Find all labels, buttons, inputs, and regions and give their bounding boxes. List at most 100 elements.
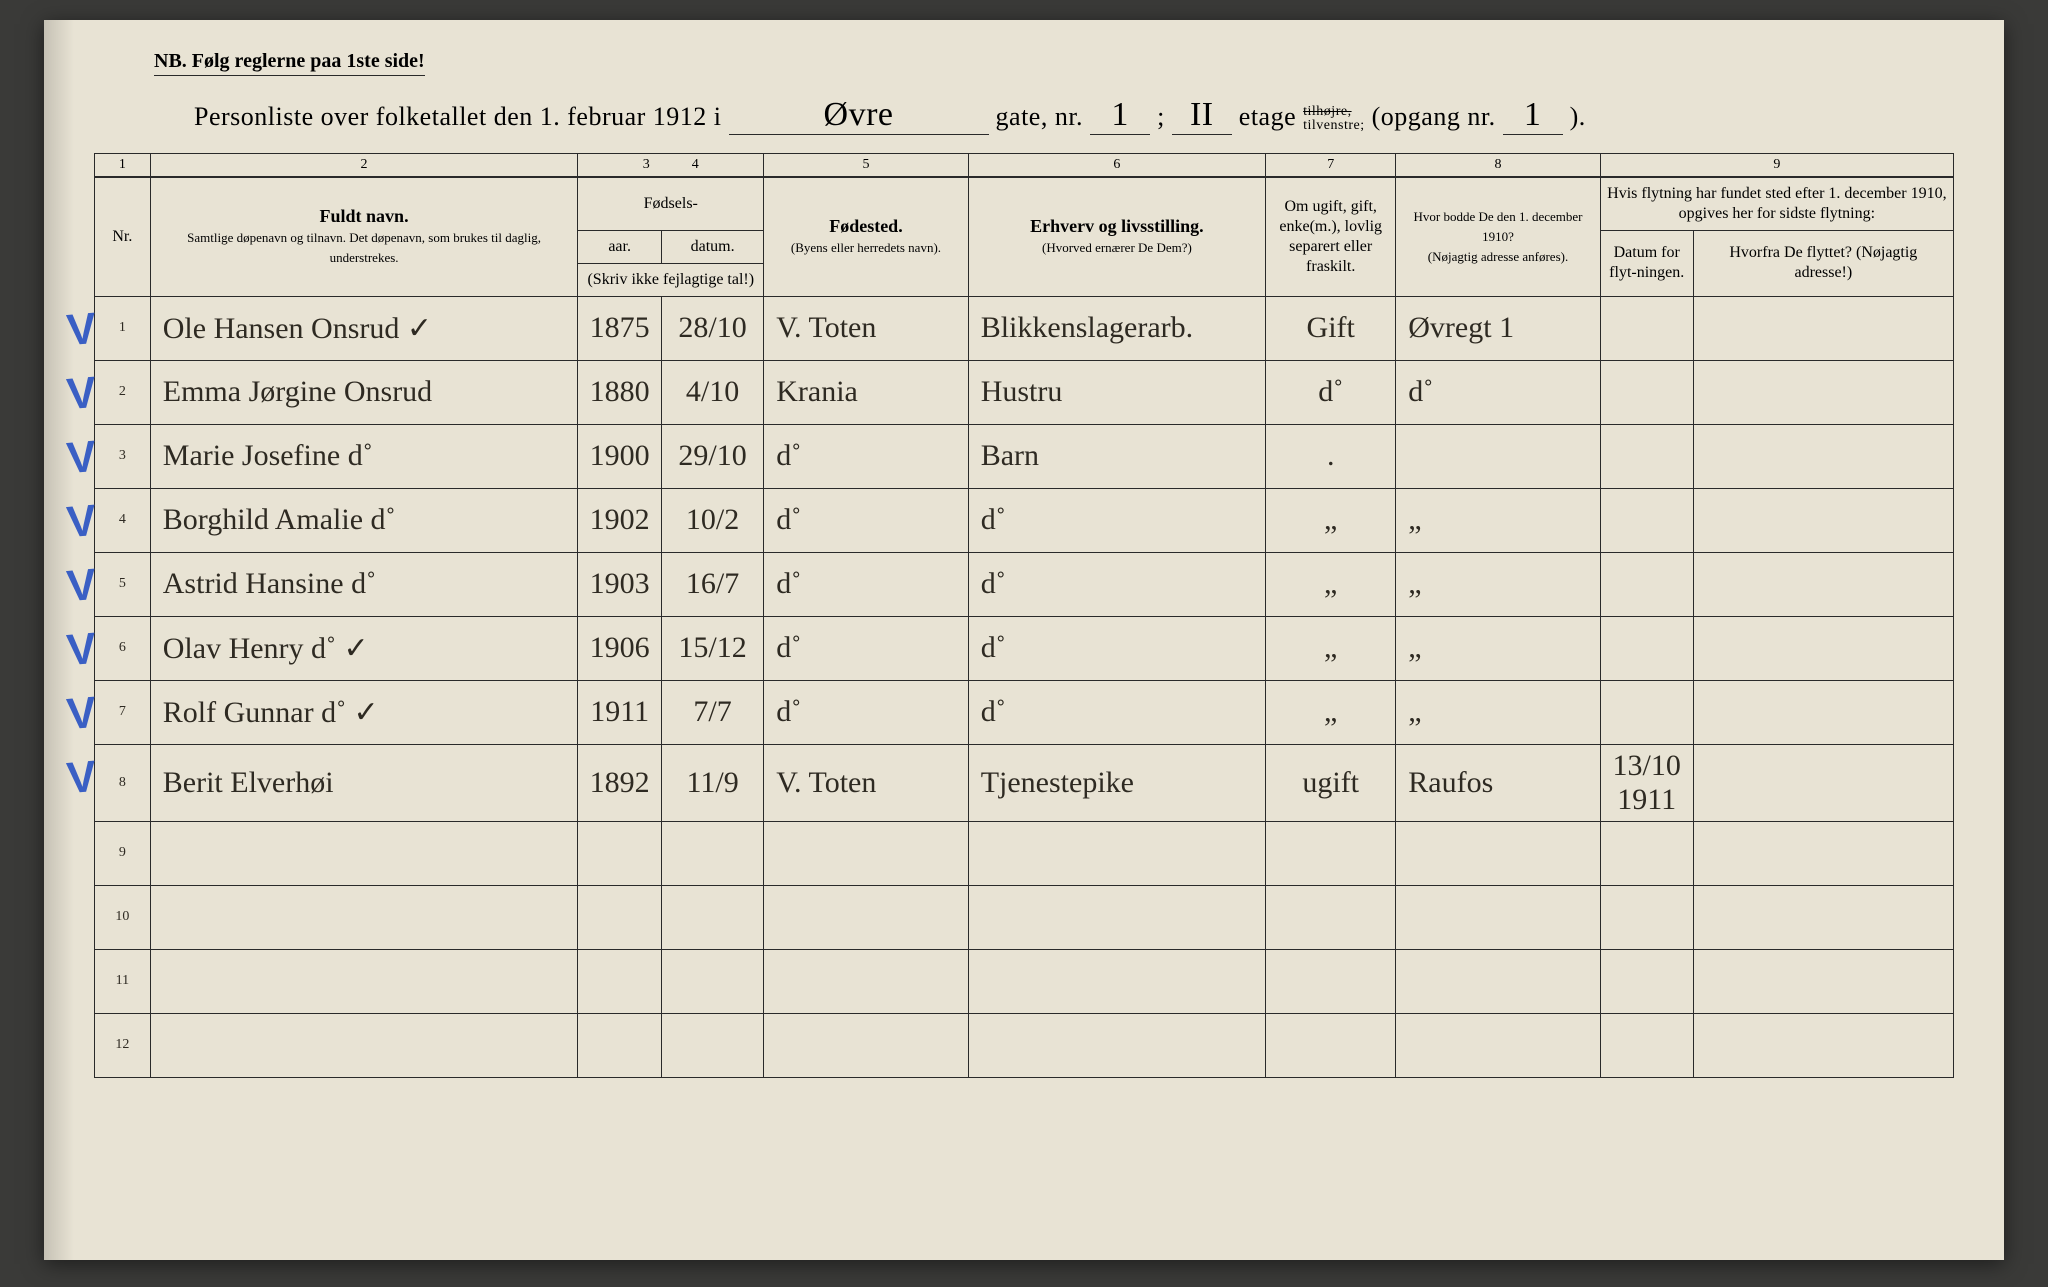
cell-year: 1906 (578, 616, 662, 680)
form-title: Personliste over folketallet den 1. febr… (194, 96, 1954, 135)
colnum-7: 7 (1266, 154, 1396, 177)
cell-place: d˚ (764, 488, 968, 552)
hdr-move-from: Hvorfra De flyttet? (Nøjagtig adresse!) (1693, 230, 1953, 296)
cell-date: 28/10 (661, 296, 763, 360)
cell-name (150, 885, 578, 949)
table-row: 9 (95, 821, 1954, 885)
cell-place (764, 821, 968, 885)
cell-date: 4/10 (661, 360, 763, 424)
check-icon: V (65, 495, 99, 547)
header-row-1: Nr. Fuldt navn. Samtlige døpenavn og til… (95, 177, 1954, 231)
cell-addr1910: Raufos (1396, 744, 1600, 821)
cell-year: 1880 (578, 360, 662, 424)
cell-addr1910: d˚ (1396, 360, 1600, 424)
cell-move-from (1693, 1013, 1953, 1077)
cell-year (578, 821, 662, 885)
cell-move-from (1693, 680, 1953, 744)
hdr-erhverv: Erhverv og livsstilling. (Hvorved ernære… (968, 177, 1265, 297)
cell-name: Olav Henry d˚ ✓ (150, 616, 578, 680)
cell-marital: . (1266, 424, 1396, 488)
etage-val: II (1172, 96, 1232, 135)
side-strike: tilhøjre, (1303, 104, 1351, 119)
hdr-fodested-sub: (Byens eller herredets navn). (791, 240, 941, 255)
gate-nr: 1 (1090, 96, 1150, 135)
cell-name: Marie Josefine d˚ (150, 424, 578, 488)
check-icon: V (65, 367, 99, 419)
cell-move-from (1693, 885, 1953, 949)
cell-place: d˚ (764, 616, 968, 680)
table-row: 2VEmma Jørgine Onsrud18804/10KraniaHustr… (95, 360, 1954, 424)
cell-move-from (1693, 488, 1953, 552)
table-row: 6VOlav Henry d˚ ✓190615/12d˚d˚„„ (95, 616, 1954, 680)
check-icon: V (65, 751, 99, 803)
side-keep: tilvenstre; (1303, 118, 1365, 133)
cell-name (150, 1013, 578, 1077)
cell-year: 1911 (578, 680, 662, 744)
check-icon: V (65, 431, 99, 483)
cell-move-date (1600, 821, 1693, 885)
cell-occupation: Tjenestepike (968, 744, 1265, 821)
opgang-close: ). (1570, 102, 1586, 131)
cell-marital (1266, 821, 1396, 885)
cell-addr1910: „ (1396, 680, 1600, 744)
cell-occupation: d˚ (968, 552, 1265, 616)
cell-occupation: Barn (968, 424, 1265, 488)
colnum-34: 3 4 (578, 154, 764, 177)
cell-year (578, 1013, 662, 1077)
cell-move-from (1693, 744, 1953, 821)
cell-move-from (1693, 424, 1953, 488)
row-number: 3V (95, 424, 151, 488)
colnum-9: 9 (1600, 154, 1953, 177)
cell-addr1910 (1396, 424, 1600, 488)
etage-label: etage (1239, 102, 1296, 131)
cell-place: Krania (764, 360, 968, 424)
cell-place: d˚ (764, 552, 968, 616)
cell-move-from (1693, 360, 1953, 424)
table-row: 8VBerit Elverhøi189211/9V. TotenTjeneste… (95, 744, 1954, 821)
cell-year: 1902 (578, 488, 662, 552)
cell-place (764, 885, 968, 949)
table-row: 4VBorghild Amalie d˚190210/2d˚d˚„„ (95, 488, 1954, 552)
cell-marital (1266, 1013, 1396, 1077)
hdr-fodested: Fødested. (Byens eller herredets navn). (764, 177, 968, 297)
cell-place: d˚ (764, 424, 968, 488)
hdr-aar: aar. (578, 230, 662, 263)
hdr-gift: Om ugift, gift, enke(m.), lovlig separer… (1266, 177, 1396, 297)
cell-move-date (1600, 424, 1693, 488)
census-table: 1 2 3 4 5 6 7 8 9 Nr. Fuldt navn. Samtli… (94, 153, 1954, 1078)
cell-move-date (1600, 1013, 1693, 1077)
cell-marital (1266, 885, 1396, 949)
colnum-1: 1 (95, 154, 151, 177)
cell-name (150, 949, 578, 1013)
cn4: 4 (692, 157, 699, 172)
cell-name: Ole Hansen Onsrud ✓ (150, 296, 578, 360)
title-prefix: Personliste over folketallet den 1. febr… (194, 102, 722, 131)
census-page: NB. Følg reglerne paa 1ste side! Personl… (44, 20, 2004, 1260)
cell-year: 1903 (578, 552, 662, 616)
hdr-1910-b: Hvor bodde De den 1. december 1910? (1414, 209, 1583, 244)
colnum-8: 8 (1396, 154, 1600, 177)
hdr-1910-sub: (Nøjagtig adresse anføres). (1428, 249, 1568, 264)
row-number: 9 (95, 821, 151, 885)
gate-label: gate, nr. (996, 102, 1084, 131)
cell-year (578, 949, 662, 1013)
cell-addr1910: „ (1396, 552, 1600, 616)
cell-name: Borghild Amalie d˚ (150, 488, 578, 552)
cell-occupation: d˚ (968, 616, 1265, 680)
cell-date: 7/7 (661, 680, 763, 744)
table-row: 12 (95, 1013, 1954, 1077)
side-options: tilhøjre, tilvenstre; (1303, 105, 1365, 133)
cell-date: 16/7 (661, 552, 763, 616)
cell-move-date (1600, 296, 1693, 360)
hdr-aar-sub: (Skriv ikke fejlagtige tal!) (578, 263, 764, 296)
opgang-nr: 1 (1503, 96, 1563, 135)
table-row: 11 (95, 949, 1954, 1013)
cell-addr1910 (1396, 1013, 1600, 1077)
check-icon: V (65, 623, 99, 675)
cell-place (764, 1013, 968, 1077)
cell-marital: d˚ (1266, 360, 1396, 424)
cell-addr1910 (1396, 885, 1600, 949)
check-icon: V (65, 303, 99, 355)
hdr-move-date: Datum for flyt-ningen. (1600, 230, 1693, 296)
cell-addr1910: „ (1396, 616, 1600, 680)
